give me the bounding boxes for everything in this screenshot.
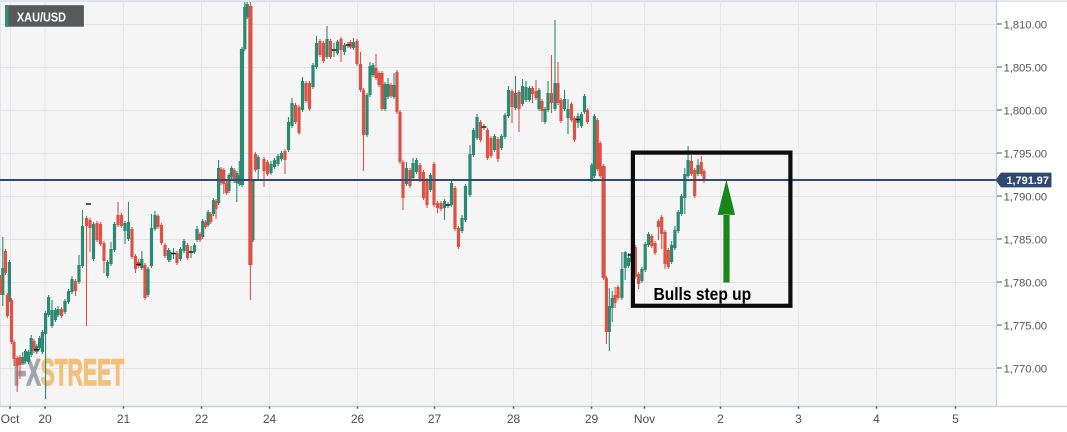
svg-text:27: 27: [428, 412, 442, 426]
svg-text:21: 21: [117, 412, 131, 426]
svg-text:3: 3: [795, 412, 802, 426]
svg-text:1,770.00: 1,770.00: [1004, 363, 1048, 375]
svg-text:1,800.00: 1,800.00: [1004, 105, 1048, 117]
svg-text:1,805.00: 1,805.00: [1004, 62, 1048, 74]
svg-text:4: 4: [873, 412, 880, 426]
svg-text:2: 2: [717, 412, 724, 426]
svg-text:Nov: Nov: [634, 412, 655, 426]
svg-text:Oct: Oct: [1, 412, 20, 426]
svg-text:24: 24: [263, 412, 277, 426]
svg-text:20: 20: [38, 412, 52, 426]
svg-text:XAU/USD: XAU/USD: [17, 10, 66, 25]
svg-text:1,780.00: 1,780.00: [1004, 277, 1048, 289]
svg-text:1,775.00: 1,775.00: [1004, 320, 1048, 332]
svg-text:29: 29: [585, 412, 599, 426]
svg-text:28: 28: [507, 412, 521, 426]
svg-text:1,795.00: 1,795.00: [1004, 148, 1048, 160]
svg-text:26: 26: [351, 412, 365, 426]
svg-text:1,791.97: 1,791.97: [1007, 175, 1049, 187]
svg-text:22: 22: [195, 412, 209, 426]
svg-text:FXSTREET: FXSTREET: [14, 353, 125, 394]
svg-text:1,790.00: 1,790.00: [1004, 191, 1048, 203]
svg-text:5: 5: [952, 412, 959, 426]
svg-text:Bulls step up: Bulls step up: [654, 284, 752, 304]
svg-text:1,785.00: 1,785.00: [1004, 234, 1048, 246]
svg-text:1,810.00: 1,810.00: [1004, 19, 1048, 31]
